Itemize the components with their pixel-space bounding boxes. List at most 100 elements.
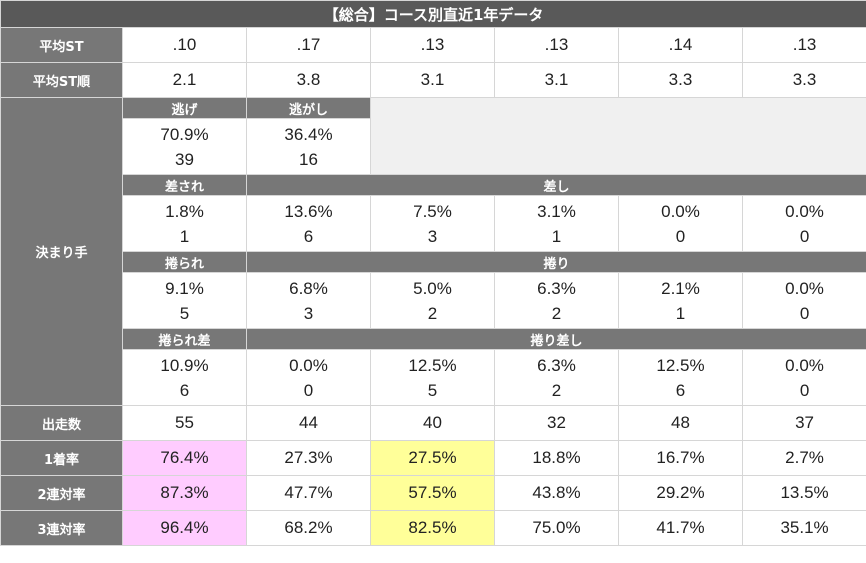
sasare-header: 差され [122,174,247,196]
makuri-header: 捲り [245,251,866,273]
makurare-count: 5 [179,303,190,323]
makuri-pct: 6.8% [289,278,328,298]
win-rate-label: 1着率 [0,440,123,476]
avg-st-rank-lane6: 3.3 [741,62,866,98]
trio-rate-lane6: 35.1% [741,510,866,546]
avg-st-rank-lane1: 2.1 [122,62,247,98]
avg-st-lane4: .13 [494,27,619,63]
makuri-pct: 5.0% [413,278,452,298]
win-rate-row: 1着率 76.4% 27.3% 27.5% 18.8% 16.7% 2.7% [0,440,866,476]
sashi-cell-lane6: 0.0% 0 [741,195,866,252]
makuri-sashi-header: 捲り差し [245,328,866,350]
avg-st-rank-label: 平均ST順 [0,62,123,98]
quinella-rate-lane4: 43.8% [494,475,619,511]
trio-rate-row: 3連対率 96.4% 68.2% 82.5% 75.0% 41.7% 35.1% [0,510,866,546]
starts-lane3: 40 [370,405,495,441]
makuri-sashi-cell-lane6: 0.0% 0 [741,349,866,406]
quinella-rate-lane1: 87.3% [122,475,247,511]
makurare-sashi-pct: 10.9% [160,355,209,375]
trio-rate-lane5: 41.7% [618,510,743,546]
makuri-sashi-pct: 12.5% [408,355,457,375]
sashi-count: 6 [303,226,314,246]
kimarite-label: 決まり手 [0,97,123,406]
avg-st-lane3: .13 [370,27,495,63]
course-stats-panel: 【総合】コース別直近1年データ 平均ST .10 .17 .13 .13 .14… [0,0,866,546]
win-rate-lane5: 16.7% [618,440,743,476]
win-rate-lane4: 18.8% [494,440,619,476]
sashi-pct: 13.6% [284,201,333,221]
nigashi-count: 16 [299,149,318,169]
makurare-pct: 9.1% [165,278,204,298]
makuri-pct: 0.0% [785,278,824,298]
sashi-pct: 7.5% [413,201,452,221]
win-rate-lane2: 27.3% [246,440,371,476]
makurare-cell: 9.1% 5 [122,272,247,329]
makuri-sashi-count: 0 [799,380,810,400]
quinella-rate-row: 2連対率 87.3% 47.7% 57.5% 43.8% 29.2% 13.5% [0,475,866,511]
starts-row: 出走数 55 44 40 32 48 37 [0,405,866,441]
trio-rate-lane1: 96.4% [122,510,247,546]
avg-st-lane1: .10 [122,27,247,63]
sashi-count: 1 [551,226,562,246]
nige-cell: 70.9% 39 [122,118,247,175]
sashi-header: 差し [245,174,866,196]
avg-st-lane2: .17 [246,27,371,63]
nige-pct: 70.9% [160,124,209,144]
sasare-pct: 1.8% [165,201,204,221]
makuri-sashi-pct: 0.0% [785,355,824,375]
makuri-count: 0 [799,303,810,323]
makuri-sashi-count: 0 [303,380,314,400]
nigashi-header: 逃がし [246,97,371,119]
nigashi-cell: 36.4% 16 [246,118,371,175]
starts-label: 出走数 [0,405,123,441]
makuri-sashi-cell-lane3: 12.5% 5 [370,349,495,406]
sashi-cell-lane3: 7.5% 3 [370,195,495,252]
sashi-count: 3 [427,226,438,246]
starts-lane2: 44 [246,405,371,441]
starts-lane1: 55 [122,405,247,441]
starts-lane6: 37 [741,405,866,441]
nige-count: 39 [175,149,194,169]
makuri-pct: 2.1% [661,278,700,298]
makurare-sashi-header: 捲られ差 [122,328,247,350]
makuri-sashi-cell-lane4: 6.3% 2 [494,349,619,406]
win-rate-lane3: 27.5% [370,440,495,476]
sashi-cell-lane2: 13.6% 6 [246,195,371,252]
nigashi-pct: 36.4% [284,124,333,144]
course-stats-table: 【総合】コース別直近1年データ 平均ST .10 .17 .13 .13 .14… [0,0,866,546]
quinella-rate-lane3: 57.5% [370,475,495,511]
win-rate-lane1: 76.4% [122,440,247,476]
makurare-sashi-cell: 10.9% 6 [122,349,247,406]
sashi-count: 0 [799,226,810,246]
sashi-pct: 3.1% [537,201,576,221]
makuri-sashi-pct: 6.3% [537,355,576,375]
makuri-count: 3 [303,303,314,323]
quinella-rate-lane2: 47.7% [246,475,371,511]
avg-st-label: 平均ST [0,27,123,63]
trio-rate-lane3: 82.5% [370,510,495,546]
sashi-pct: 0.0% [785,201,824,221]
makuri-cell-lane3: 5.0% 2 [370,272,495,329]
trio-rate-lane2: 68.2% [246,510,371,546]
win-rate-lane6: 2.7% [741,440,866,476]
sasare-cell: 1.8% 1 [122,195,247,252]
starts-lane4: 32 [494,405,619,441]
table-title: 【総合】コース別直近1年データ [0,0,866,28]
quinella-rate-label: 2連対率 [0,475,123,511]
trio-rate-label: 3連対率 [0,510,123,546]
makuri-sashi-count: 2 [551,380,562,400]
makurare-header: 捲られ [122,251,247,273]
sashi-count: 0 [675,226,686,246]
makuri-count: 2 [551,303,562,323]
empty-block [369,97,866,175]
makuri-sashi-cell-lane5: 12.5% 6 [618,349,743,406]
avg-st-lane5: .14 [618,27,743,63]
makuri-count: 2 [427,303,438,323]
makuri-sashi-cell-lane2: 0.0% 0 [246,349,371,406]
starts-lane5: 48 [618,405,743,441]
makuri-count: 1 [675,303,686,323]
makurare-sashi-count: 6 [179,380,190,400]
makuri-cell-lane2: 6.8% 3 [246,272,371,329]
avg-st-rank-lane4: 3.1 [494,62,619,98]
makuri-sashi-count: 6 [675,380,686,400]
